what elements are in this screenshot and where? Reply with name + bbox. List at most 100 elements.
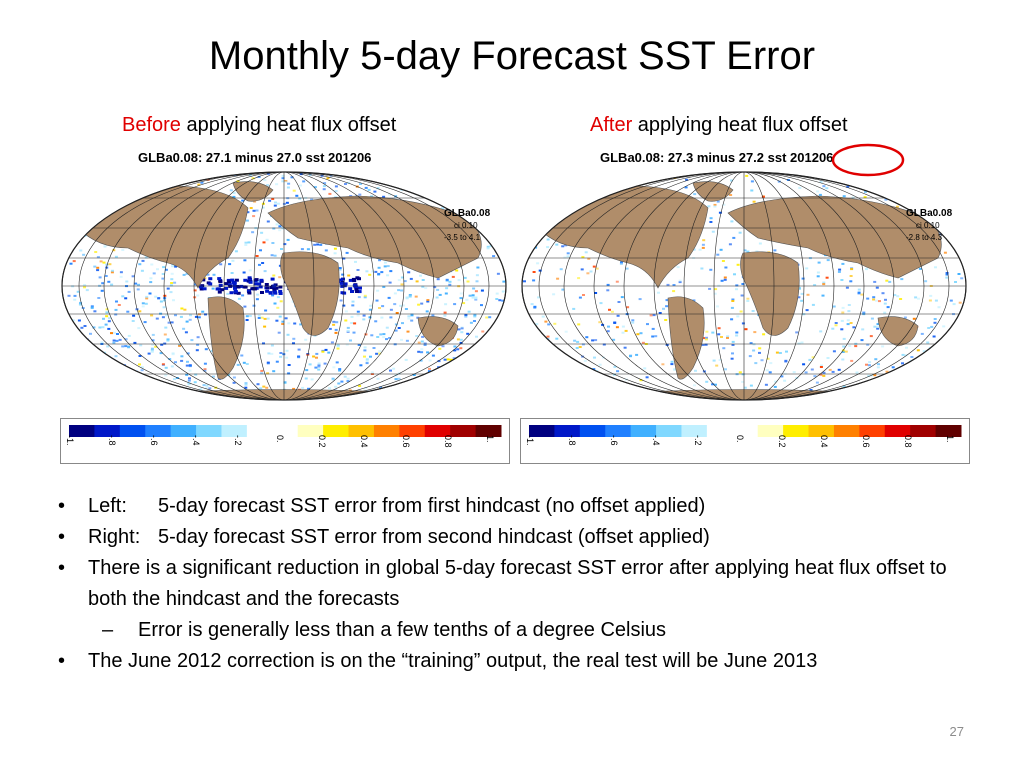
colorbar-tick-label: -.8 xyxy=(567,435,577,446)
sst-error-speckle xyxy=(631,321,635,324)
sst-error-speckle xyxy=(379,333,383,336)
sst-error-speckle xyxy=(149,378,152,381)
sst-error-speckle xyxy=(847,304,851,306)
sst-error-speckle xyxy=(522,260,525,262)
sst-error-speckle xyxy=(566,252,570,255)
sst-error-speckle xyxy=(871,174,874,177)
sst-error-speckle xyxy=(386,274,390,277)
sst-error-speckle xyxy=(76,290,80,293)
sst-error-speckle xyxy=(841,170,844,172)
sst-error-speckle xyxy=(185,180,189,183)
sst-error-speckle xyxy=(166,287,170,290)
sst-error-speckle xyxy=(212,375,215,378)
sst-error-speckle xyxy=(841,311,845,314)
sst-error-speckle xyxy=(187,379,191,382)
sst-error-speckle xyxy=(459,341,463,344)
sst-error-speckle xyxy=(496,272,500,275)
sst-error-speckle xyxy=(182,327,186,330)
sst-error-speckle xyxy=(544,320,548,323)
left-ci-label: ci 0.10 xyxy=(454,221,478,230)
sst-error-speckle xyxy=(273,302,277,305)
sst-error-speckle xyxy=(808,358,812,361)
sst-error-speckle xyxy=(141,259,145,262)
sst-error-speckle xyxy=(151,333,155,336)
sst-error-speckle xyxy=(279,352,283,354)
sst-error-speckle xyxy=(944,336,948,339)
sst-error-speckle xyxy=(828,368,832,371)
sst-error-speckle xyxy=(646,323,649,326)
sst-error-speckle xyxy=(933,365,937,368)
sst-error-speckle xyxy=(121,391,125,394)
sst-error-speckle xyxy=(969,326,970,328)
sst-error-speckle xyxy=(713,203,717,206)
sst-error-speckle xyxy=(356,269,360,271)
sst-error-speckle xyxy=(168,358,172,360)
sst-error-speckle xyxy=(508,335,510,337)
sst-error-speckle xyxy=(717,327,721,330)
sst-error-speckle xyxy=(410,314,414,317)
sst-error-speckle xyxy=(110,178,114,180)
sst-error-speckle xyxy=(920,379,924,382)
sst-error-speckle xyxy=(701,243,705,246)
sst-error-speckle xyxy=(131,320,135,322)
sst-error-speckle xyxy=(460,327,464,330)
sst-error-speckle xyxy=(340,284,345,288)
sst-error-speckle xyxy=(114,313,118,316)
sst-error-speckle xyxy=(626,398,630,400)
sst-error-speckle xyxy=(121,295,125,298)
sst-error-speckle xyxy=(276,202,280,205)
colorbar-tick-label: 0.8 xyxy=(903,435,913,448)
sst-error-speckle xyxy=(943,251,947,254)
sst-error-speckle xyxy=(257,314,261,317)
sst-error-speckle xyxy=(245,363,249,365)
sst-error-speckle xyxy=(343,375,347,378)
sst-error-speckle xyxy=(301,386,305,389)
sst-error-speckle xyxy=(278,285,283,289)
sst-error-speckle xyxy=(262,342,265,345)
sst-error-speckle xyxy=(257,317,261,319)
sst-error-speckle xyxy=(333,168,336,170)
sst-error-speckle xyxy=(960,277,964,280)
sst-error-speckle xyxy=(500,216,504,219)
sst-error-speckle xyxy=(64,243,68,246)
sst-error-speckle xyxy=(530,303,534,306)
sst-error-speckle xyxy=(867,177,871,180)
sst-error-speckle xyxy=(495,202,499,205)
sst-error-speckle xyxy=(723,276,727,279)
sst-error-speckle xyxy=(833,401,836,403)
sst-error-speckle xyxy=(522,367,524,370)
sst-error-speckle xyxy=(297,348,301,351)
colorbar-swatch xyxy=(681,425,708,437)
sst-error-speckle xyxy=(62,207,65,210)
sst-error-speckle xyxy=(599,302,603,305)
sst-error-speckle xyxy=(378,307,381,309)
sst-error-speckle xyxy=(266,220,270,223)
sst-error-speckle xyxy=(112,394,116,397)
sst-error-speckle xyxy=(721,260,725,262)
sst-error-speckle xyxy=(744,328,748,331)
sst-error-speckle xyxy=(437,360,441,363)
sst-error-speckle xyxy=(698,248,702,251)
sst-error-speckle xyxy=(136,288,140,291)
sst-error-speckle xyxy=(419,274,422,277)
sst-error-speckle xyxy=(345,343,349,346)
sst-error-speckle xyxy=(870,374,874,377)
sst-error-speckle xyxy=(359,364,363,367)
sst-error-speckle xyxy=(354,170,357,172)
sst-error-speckle xyxy=(507,300,510,302)
sst-error-speckle xyxy=(929,202,933,205)
sst-error-speckle xyxy=(141,305,145,308)
sst-error-speckle xyxy=(162,170,165,172)
sst-error-speckle xyxy=(425,310,429,313)
sst-error-speckle xyxy=(130,380,134,383)
sst-error-speckle xyxy=(94,401,97,403)
sst-error-speckle xyxy=(188,318,192,321)
sst-error-speckle xyxy=(77,226,81,229)
sst-error-speckle xyxy=(400,338,403,341)
sst-error-speckle xyxy=(638,298,642,301)
sst-error-speckle xyxy=(363,294,367,297)
sst-error-speckle xyxy=(819,180,823,183)
sst-error-speckle xyxy=(196,400,199,402)
sst-error-speckle xyxy=(954,281,957,283)
sst-error-speckle xyxy=(188,369,192,372)
